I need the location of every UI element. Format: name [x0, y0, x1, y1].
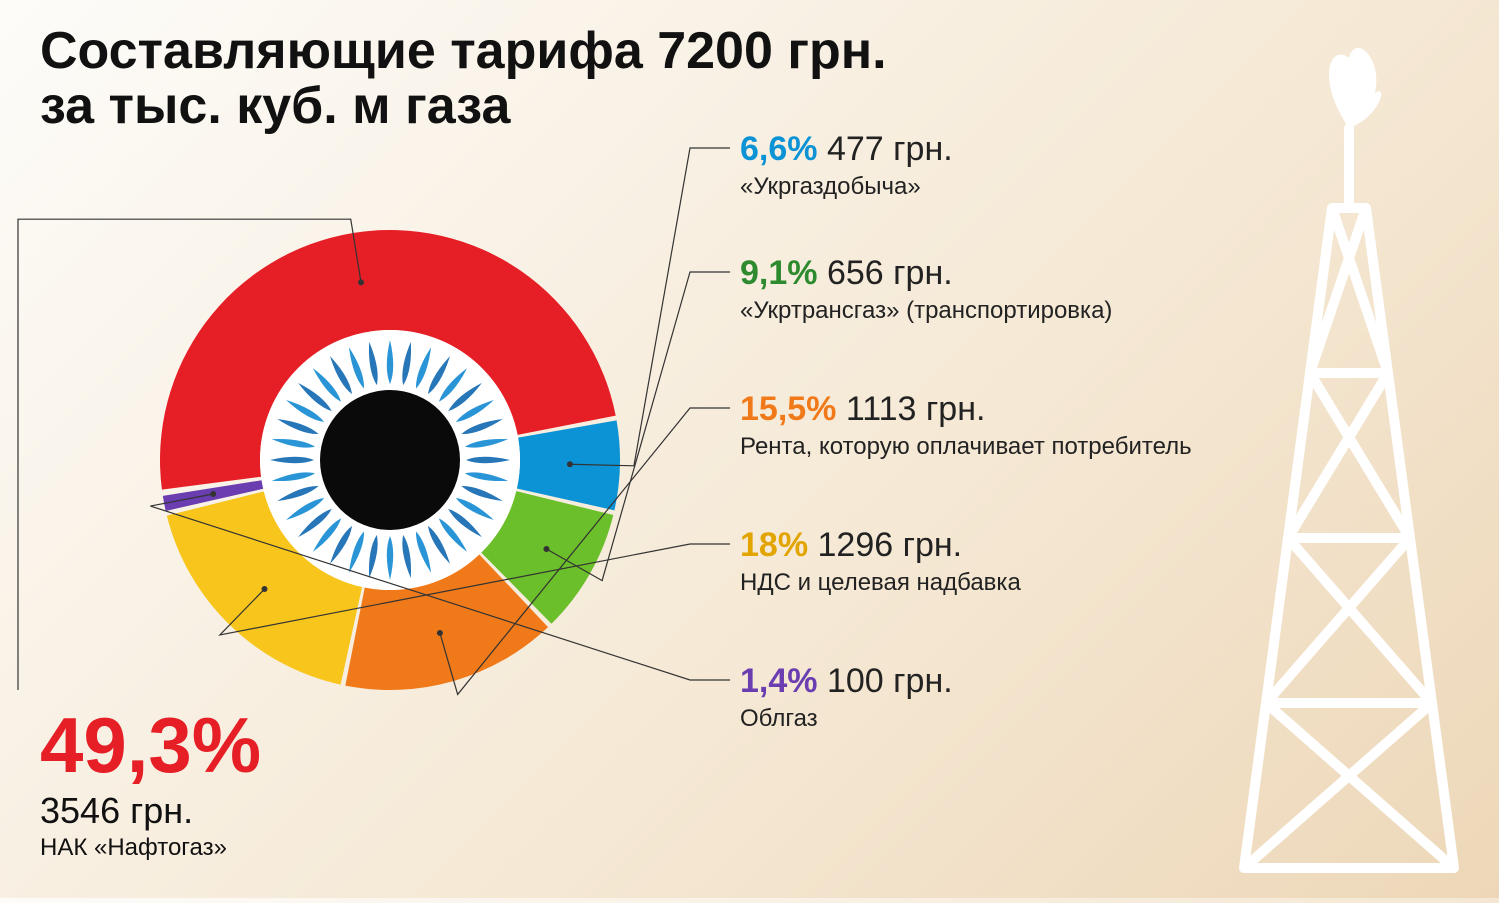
legend-pct: 6,6% [740, 130, 827, 168]
legend-pct: 15,5% [740, 390, 846, 428]
legend-oblgaz: 1,4% 100 грн. Облгаз [740, 662, 953, 733]
legend-value: 477 грн. [827, 130, 953, 168]
legend-label: Рента, которую оплачивает потребитель [740, 433, 1192, 461]
legend-pct: 9,1% [740, 254, 827, 292]
legend-ukrtransgaz: 9,1% 656 грн. «Укртрансгаз» (транспортиро… [740, 254, 1112, 325]
legend-pct: 18% [740, 526, 818, 564]
legend-label: Облгаз [740, 705, 953, 733]
legend-value: 1113 грн. [846, 390, 986, 428]
legend-renta: 15,5% 1113 грн. Рента, которую оплачивает… [740, 390, 1192, 461]
legend-label: «Укртрансгаз» (транспортировка) [740, 297, 1112, 325]
legend-ukrgazdobycha: 6,6% 477 грн. «Укргаздобыча» [740, 130, 953, 201]
naftogaz-label: НАК «Нафтогаз» [40, 834, 227, 862]
legend-value: 100 грн. [827, 662, 953, 700]
gas-tower-icon [1219, 18, 1479, 878]
naftogaz-value: 3546 грн. [40, 790, 193, 832]
legend-label: «Укргаздобыча» [740, 173, 953, 201]
legend-label: НДС и целевая надбавка [740, 569, 1021, 597]
legend-nds: 18% 1296 грн. НДС и целевая надбавка [740, 526, 1021, 597]
legend-value: 1296 грн. [818, 526, 963, 564]
legend-pct: 1,4% [740, 662, 827, 700]
naftogaz-percent: 49,3% [40, 700, 261, 791]
legend-value: 656 грн. [827, 254, 953, 292]
